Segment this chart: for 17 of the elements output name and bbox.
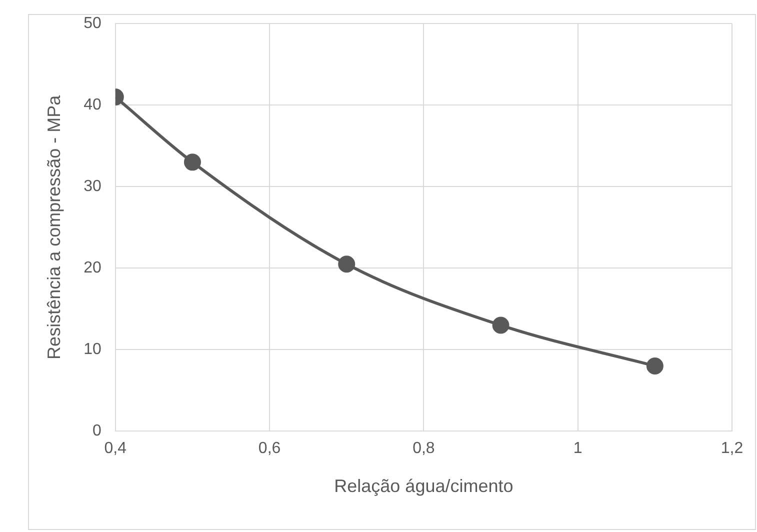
y-tick-label: 20 (84, 260, 102, 277)
point (646, 357, 664, 374)
point (338, 256, 356, 273)
x-tick-label: 1,2 (720, 440, 744, 458)
x-tick-label: 0,8 (412, 440, 435, 458)
y-tick-label: 10 (84, 341, 102, 358)
y-tick-label: 0 (92, 422, 102, 440)
y-tick-label: 40 (84, 96, 102, 114)
x-axis-title: Relação água/cimento (334, 476, 514, 496)
point (184, 154, 201, 171)
x-tick-label: 1 (573, 440, 582, 458)
x-tick-label: 0,6 (258, 440, 281, 458)
point (492, 316, 510, 334)
x-tick-label: 0,4 (104, 440, 127, 458)
y-tick-label: 30 (84, 178, 102, 196)
y-tick-label: 50 (84, 15, 102, 32)
y-axis-title: Resistência a compressão - MPa (44, 94, 64, 360)
